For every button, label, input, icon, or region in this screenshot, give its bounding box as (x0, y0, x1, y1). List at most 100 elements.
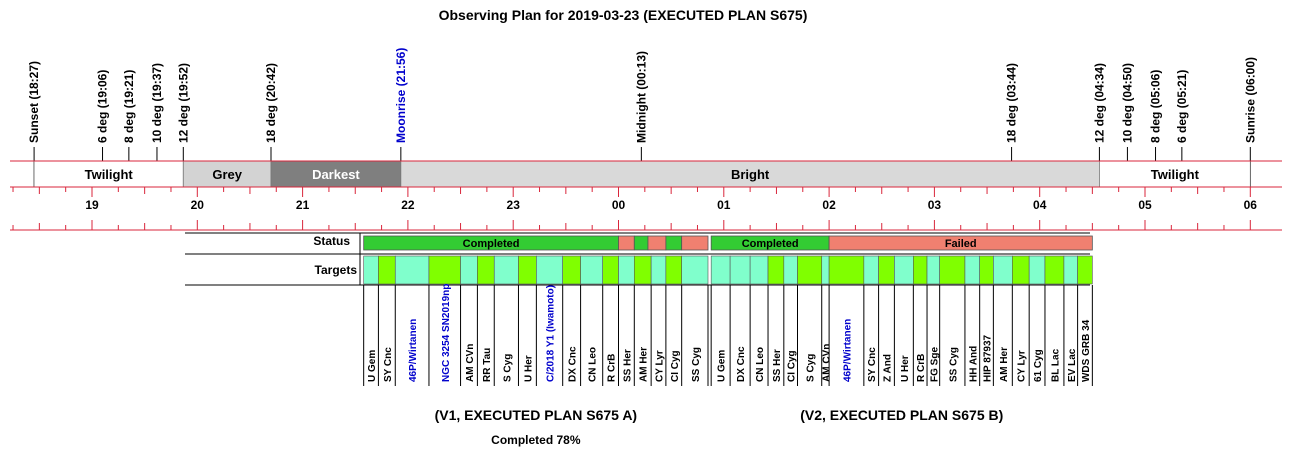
target-cell (894, 255, 914, 285)
target-name: 46P/Wirtanen (408, 319, 419, 382)
target-cell (602, 255, 619, 285)
target-cell (979, 255, 994, 285)
target-name: U Her (900, 355, 911, 382)
target-cell (1063, 255, 1078, 285)
sky-band-label: Bright (731, 167, 770, 182)
status-segment-label: Completed (463, 238, 520, 250)
target-name: C/2018 Y1 (Iwamoto) (546, 285, 557, 382)
event-label: 12 deg (19:52) (176, 63, 190, 143)
target-cell (1044, 255, 1065, 285)
target-name: CI Cyg (787, 350, 798, 382)
hour-tick-label: 23 (507, 198, 521, 212)
sky-band-label: Darkest (312, 167, 360, 182)
target-name: CY Lyr (1017, 350, 1028, 382)
target-cell (767, 255, 785, 285)
target-name: SS Her (772, 349, 783, 382)
target-name: SS Her (622, 349, 633, 382)
target-name: FG Sge (929, 347, 940, 382)
target-name: BL Lac (1050, 348, 1061, 382)
target-name: AM Her (999, 347, 1010, 382)
event-label: 12 deg (04:34) (1092, 63, 1106, 143)
hour-tick-label: 20 (191, 198, 205, 212)
target-name: DX Cnc (568, 346, 579, 382)
target-name: AM Her (639, 347, 650, 382)
target-name: S Cyg (806, 354, 817, 382)
row-frames: Status Targets (185, 232, 1090, 286)
sky-band-label: Grey (212, 167, 242, 182)
hour-tick-label: 04 (1033, 198, 1047, 212)
target-name: R CrB (916, 354, 927, 382)
target-cell (729, 255, 751, 285)
hour-tick-label: 05 (1138, 198, 1152, 212)
target-name: U Gem (367, 350, 378, 382)
target-name: RR Tau (482, 348, 493, 382)
hour-tick-label: 02 (822, 198, 836, 212)
target-cell (993, 255, 1013, 285)
target-cell (749, 255, 769, 285)
hour-tick-label: 21 (296, 198, 310, 212)
target-cell (618, 255, 635, 285)
hour-tick-label: 03 (928, 198, 942, 212)
target-name: WDS GRB 34 (1081, 319, 1092, 382)
target-name: U Her (523, 355, 534, 382)
event-label: Sunset (18:27) (27, 61, 41, 143)
hour-tick-label: 22 (401, 198, 415, 212)
sky-band-label: Twilight (1151, 167, 1200, 182)
target-name: EV Lac (1067, 348, 1078, 382)
target-name: HIP 87937 (983, 334, 994, 382)
target-cell (363, 255, 379, 285)
target-cell (913, 255, 928, 285)
hour-tick-label: 06 (1244, 198, 1258, 212)
target-cell (797, 255, 823, 285)
plan-captions: (V1, EXECUTED PLAN S675 A) Completed 78% (… (435, 407, 1004, 447)
target-cell (633, 255, 652, 285)
status-segment-completed (633, 235, 649, 251)
event-label: 8 deg (05:06) (1149, 70, 1163, 143)
event-label: 6 deg (19:06) (96, 70, 110, 143)
target-name: DX Cnc (736, 346, 747, 382)
hour-tick-label: 00 (612, 198, 626, 212)
event-label: 18 deg (20:42) (264, 63, 278, 143)
event-label: 8 deg (19:21) (122, 70, 136, 143)
target-cell (536, 255, 563, 285)
target-name: CN Leo (755, 347, 766, 382)
sky-band-bright (400, 160, 1100, 188)
target-name: HH And (968, 346, 979, 382)
plan-completion: Completed 78% (491, 433, 581, 447)
status-row-label: Status (313, 234, 350, 248)
target-name: NGC 3254 SN2019np (441, 284, 452, 382)
plan-caption: (V1, EXECUTED PLAN S675 A) (435, 407, 638, 423)
target-cell (821, 255, 830, 285)
target-cell (477, 255, 495, 285)
event-markers: Sunset (18:27) 6 deg (19:06) 8 deg (19:21)… (27, 48, 1257, 187)
hour-axis: 19 20 21 22 23 00 01 02 03 04 05 06 (10, 160, 1282, 231)
target-name: AM CVn (821, 344, 832, 382)
sky-band-label: Twilight (85, 167, 134, 182)
target-name: R CrB (607, 354, 618, 382)
target-cell (428, 255, 461, 285)
status-segment-label: Failed (945, 238, 977, 250)
target-cell (926, 255, 940, 285)
status-segment-failed (681, 235, 709, 251)
target-name: CI Cyg (670, 350, 681, 382)
target-name: U Gem (717, 350, 728, 382)
event-label: 18 deg (03:44) (1005, 63, 1019, 143)
target-cell (493, 255, 519, 285)
target-name: CN Leo (588, 347, 599, 382)
target-name: AM CVn (465, 344, 476, 382)
target-cell (828, 255, 865, 285)
hour-tick-label: 01 (717, 198, 731, 212)
event-label: 10 deg (04:50) (1120, 63, 1134, 143)
target-cell (1028, 255, 1046, 285)
target-cell (580, 255, 604, 285)
target-name: CY Lyr (655, 350, 666, 382)
target-cell (863, 255, 879, 285)
target-cell (378, 255, 396, 285)
target-cell (460, 255, 478, 285)
status-segment-label: Completed (742, 238, 799, 250)
sky-condition-bands: Twilight Grey Darkest Bright Twilight (33, 160, 1251, 188)
target-cell (518, 255, 537, 285)
status-segment-failed (647, 235, 667, 251)
hour-tick-label: 19 (85, 198, 99, 212)
